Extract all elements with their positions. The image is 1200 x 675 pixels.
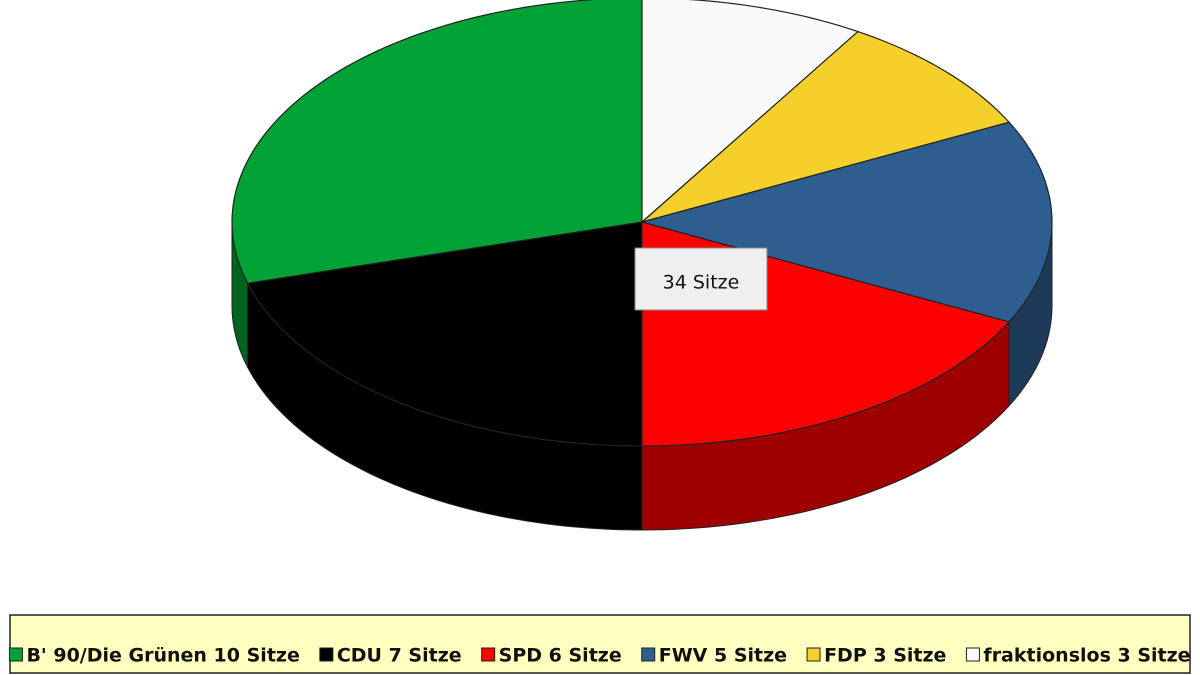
slice	[639, 121, 1053, 323]
center-label: 34 Sitze	[663, 272, 740, 294]
legend-box	[9, 614, 1191, 674]
slice	[641, 0, 860, 224]
legend-swatch	[481, 647, 496, 662]
slice	[231, 0, 643, 284]
slice	[246, 221, 643, 447]
legend-swatch	[806, 647, 821, 662]
legend-swatch	[8, 647, 23, 662]
legend-swatch	[319, 647, 334, 662]
legend-label: SPD 6 Sitze	[499, 645, 622, 667]
legend-label: FWV 5 Sitze	[659, 645, 787, 667]
center-label-box	[634, 247, 768, 311]
legend: B' 90/Die Grünen 10 Sitze CDU 7 Sitze SPD …	[8, 645, 1191, 667]
legend-label: B' 90/Die Grünen 10 Sitze	[26, 645, 299, 667]
legend-label: CDU 7 Sitze	[337, 645, 462, 667]
pie	[231, 0, 1053, 531]
slice	[641, 30, 1011, 223]
legend-swatch	[965, 647, 980, 662]
legend-label: FDP 3 Sitze	[824, 645, 946, 667]
legend-swatch	[641, 647, 656, 662]
legend-label: fraktionslos 3 Sitze	[983, 645, 1190, 667]
